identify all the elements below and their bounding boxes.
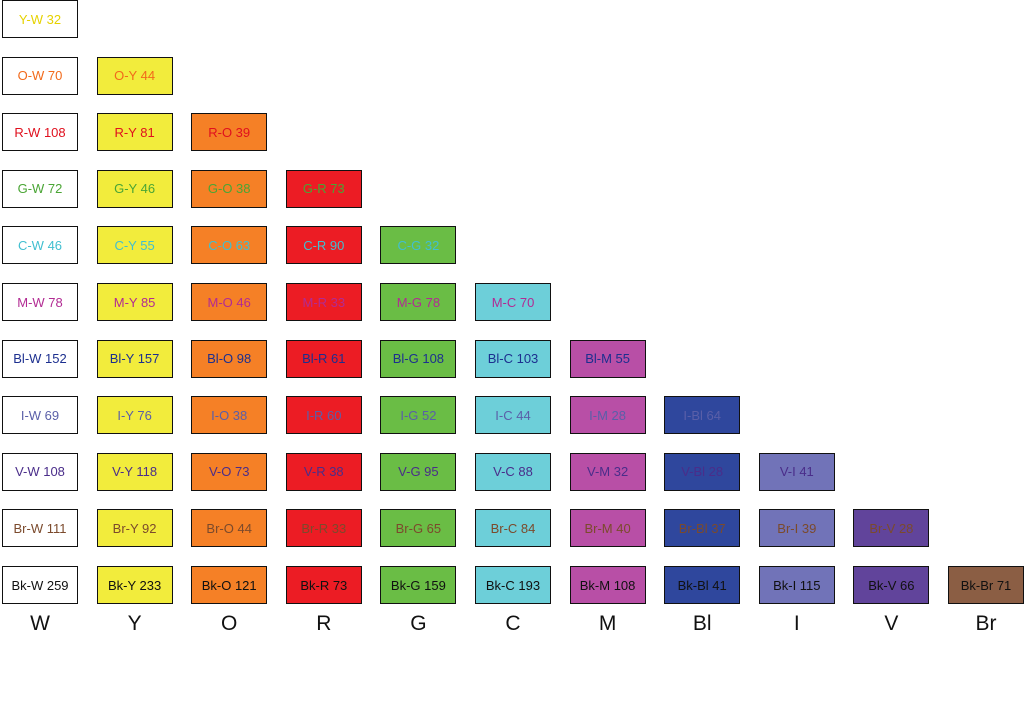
pair-cell-bk-w: Bk-W 259	[2, 566, 78, 604]
column-label-g: G	[410, 612, 427, 635]
pair-cell-v-y: V-Y 118	[96, 452, 173, 491]
pair-cell-v-m: V-M 32	[569, 452, 646, 491]
pair-cell-br-c: Br-C 84	[475, 509, 551, 548]
pair-cell-v-bl: V-Bl 28	[664, 452, 741, 491]
pair-cell-i-bl: I-Bl 64	[664, 396, 741, 435]
column-label-w: W	[30, 612, 50, 635]
pair-cell-v-o: V-O 73	[191, 452, 268, 491]
pair-cell-g-o: G-O 38	[191, 169, 268, 208]
pair-cell-bk-bl: Bk-Bl 41	[664, 566, 741, 604]
pair-cell-bk-c: Bk-C 193	[475, 566, 551, 604]
pair-cell-br-g: Br-G 65	[380, 509, 457, 548]
pair-cell-br-i: Br-I 39	[758, 509, 835, 548]
pair-cell-c-r: C-R 90	[285, 226, 362, 265]
pair-cell-br-v: Br-V 28	[853, 509, 930, 548]
pair-cell-y-w: Y-W 32	[2, 0, 78, 38]
column-label-o: O	[221, 612, 238, 635]
pair-cell-i-o: I-O 38	[191, 396, 268, 435]
pair-cell-bk-o: Bk-O 121	[191, 566, 268, 604]
pair-cell-m-r: M-R 33	[285, 283, 362, 321]
pair-cell-bl-y: Bl-Y 157	[96, 339, 173, 378]
pair-cell-br-y: Br-Y 92	[96, 509, 173, 548]
pair-cell-m-w: M-W 78	[2, 283, 78, 321]
pair-cell-c-y: C-Y 55	[96, 226, 173, 265]
pair-cell-bl-c: Bl-C 103	[475, 339, 551, 378]
pair-cell-i-y: I-Y 76	[96, 396, 173, 435]
pair-cell-bl-r: Bl-R 61	[285, 339, 362, 378]
pair-cell-bk-r: Bk-R 73	[285, 566, 362, 604]
pair-cell-bk-br: Bk-Br 71	[948, 566, 1024, 604]
pair-cell-bk-g: Bk-G 159	[380, 566, 457, 604]
column-label-v: V	[884, 612, 899, 635]
pair-cell-m-y: M-Y 85	[96, 283, 173, 321]
pair-cell-i-m: I-M 28	[569, 396, 646, 435]
pair-cell-bk-y: Bk-Y 233	[96, 566, 173, 604]
pair-cell-i-w: I-W 69	[2, 396, 78, 435]
pair-cell-v-c: V-C 88	[475, 452, 551, 491]
column-label-y: Y	[127, 612, 142, 635]
pair-cell-bl-m: Bl-M 55	[569, 339, 646, 378]
pair-cell-r-y: R-Y 81	[96, 113, 173, 152]
pair-cell-br-bl: Br-Bl 37	[664, 509, 741, 548]
pair-cell-bk-m: Bk-M 108	[569, 566, 646, 604]
pair-cell-g-w: G-W 72	[2, 169, 78, 208]
pair-cell-br-w: Br-W 111	[2, 509, 78, 548]
pair-cell-bl-g: Bl-G 108	[380, 339, 457, 378]
column-label-r: R	[316, 612, 332, 635]
pair-cell-r-w: R-W 108	[2, 113, 78, 152]
pair-cell-o-w: O-W 70	[2, 56, 78, 95]
pair-cell-g-y: G-Y 46	[96, 169, 173, 208]
pair-cell-c-o: C-O 63	[191, 226, 268, 265]
pair-cell-br-o: Br-O 44	[191, 509, 268, 548]
column-label-br: Br	[975, 612, 997, 635]
pair-cell-v-g: V-G 95	[380, 452, 457, 491]
pair-cell-c-g: C-G 32	[380, 226, 457, 265]
column-label-m: M	[598, 612, 617, 635]
pair-cell-m-g: M-G 78	[380, 283, 457, 321]
pair-cell-r-o: R-O 39	[191, 113, 268, 152]
pair-cell-i-g: I-G 52	[380, 396, 457, 435]
pair-cell-v-r: V-R 38	[285, 452, 362, 491]
pair-cell-bl-o: Bl-O 98	[191, 339, 268, 378]
pair-cell-i-r: I-R 60	[285, 396, 362, 435]
pair-cell-bl-w: Bl-W 152	[2, 339, 78, 378]
column-label-bl: Bl	[692, 612, 712, 635]
column-label-i: I	[793, 612, 800, 635]
pair-cell-bk-i: Bk-I 115	[758, 566, 835, 604]
pair-cell-c-w: C-W 46	[2, 226, 78, 265]
pair-cell-m-o: M-O 46	[191, 283, 268, 321]
pair-cell-br-r: Br-R 33	[285, 509, 362, 548]
pair-cell-o-y: O-Y 44	[96, 56, 173, 95]
pair-cell-g-r: G-R 73	[285, 169, 362, 208]
pair-cell-v-w: V-W 108	[2, 452, 78, 491]
pair-cell-m-c: M-C 70	[475, 283, 551, 321]
column-label-c: C	[505, 612, 521, 635]
pair-cell-br-m: Br-M 40	[569, 509, 646, 548]
pair-cell-bk-v: Bk-V 66	[853, 566, 930, 604]
pair-cell-v-i: V-I 41	[758, 452, 835, 491]
pair-cell-i-c: I-C 44	[475, 396, 551, 435]
